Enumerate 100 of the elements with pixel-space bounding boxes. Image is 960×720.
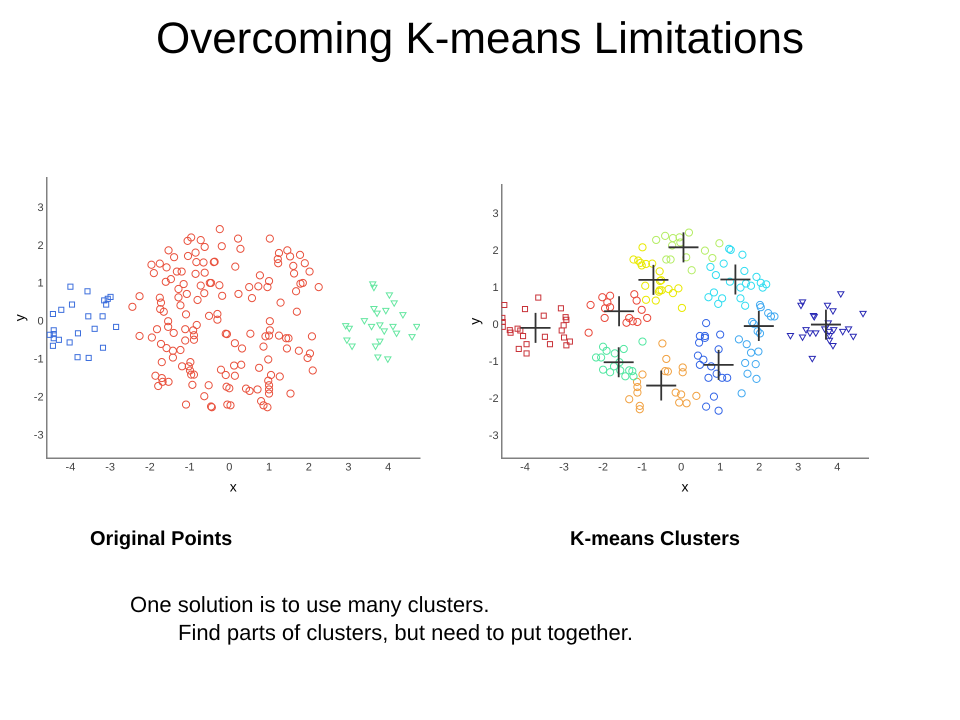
point xyxy=(668,241,676,250)
point xyxy=(666,255,675,264)
point xyxy=(736,294,745,302)
point xyxy=(652,296,660,305)
point xyxy=(648,259,656,268)
point xyxy=(692,392,700,400)
point xyxy=(74,354,81,360)
point xyxy=(808,356,816,362)
point xyxy=(682,399,691,408)
point xyxy=(374,354,382,361)
point xyxy=(546,341,554,348)
x-tick-label: 1 xyxy=(717,462,724,474)
point xyxy=(558,327,565,334)
point xyxy=(741,302,750,310)
point xyxy=(560,322,567,328)
point xyxy=(797,302,805,310)
point xyxy=(586,300,595,310)
point xyxy=(824,320,832,327)
point xyxy=(798,334,806,341)
y-tick-label: -1 xyxy=(488,356,499,368)
point xyxy=(702,402,710,411)
point xyxy=(837,291,844,298)
point xyxy=(756,329,764,338)
point xyxy=(638,306,646,314)
y-tick-label: 2 xyxy=(492,245,499,258)
point xyxy=(502,302,508,308)
point xyxy=(370,306,378,312)
point xyxy=(638,261,646,270)
point xyxy=(399,312,407,318)
point xyxy=(621,372,630,380)
point xyxy=(370,284,378,292)
point xyxy=(85,313,92,320)
point xyxy=(610,362,618,370)
point xyxy=(625,366,634,375)
point xyxy=(625,314,634,322)
x-tick-label: -4 xyxy=(66,462,76,474)
point xyxy=(756,303,765,312)
point xyxy=(688,266,696,274)
point xyxy=(702,319,710,328)
point xyxy=(642,296,650,304)
point xyxy=(704,374,713,382)
point xyxy=(704,350,734,380)
point xyxy=(696,332,704,340)
x-tick-label: 2 xyxy=(756,462,762,474)
y-axis-title: y xyxy=(11,314,28,322)
point xyxy=(658,286,666,294)
y-tick-label: -1 xyxy=(34,354,44,366)
point xyxy=(723,374,732,382)
point xyxy=(824,302,832,310)
point xyxy=(50,327,57,334)
point xyxy=(630,290,638,298)
point xyxy=(348,344,356,350)
point xyxy=(636,405,644,414)
point xyxy=(392,330,400,338)
point xyxy=(712,270,720,280)
point xyxy=(86,354,92,362)
point xyxy=(633,382,642,392)
point xyxy=(600,304,610,312)
point xyxy=(770,312,779,321)
point xyxy=(826,332,834,340)
point xyxy=(710,288,718,297)
point xyxy=(66,339,73,346)
point xyxy=(384,356,392,363)
point xyxy=(629,255,638,264)
point xyxy=(738,250,747,259)
point xyxy=(636,258,645,267)
point xyxy=(740,266,748,276)
point xyxy=(706,262,715,272)
point xyxy=(516,346,522,352)
point xyxy=(812,330,820,337)
point xyxy=(716,330,724,339)
point xyxy=(592,353,600,362)
point xyxy=(743,370,752,378)
y-tick-label: -2 xyxy=(34,391,44,404)
point xyxy=(517,327,524,334)
point xyxy=(678,368,687,376)
point xyxy=(558,305,564,312)
point xyxy=(566,338,573,345)
point xyxy=(700,334,710,342)
point xyxy=(806,330,814,337)
x-tick-label: 0 xyxy=(678,462,684,474)
point xyxy=(368,324,376,330)
point xyxy=(603,298,612,306)
point xyxy=(694,338,704,347)
point xyxy=(643,314,652,322)
point xyxy=(786,332,794,340)
x-tick-label: 3 xyxy=(795,462,802,474)
point xyxy=(850,334,857,340)
point xyxy=(764,309,772,318)
point xyxy=(748,318,756,326)
point xyxy=(715,239,724,248)
x-tick-label: -3 xyxy=(559,462,569,474)
point xyxy=(56,336,62,343)
point xyxy=(633,318,642,326)
point xyxy=(506,327,513,334)
text: Overcoming K-means Limitations xyxy=(154,14,805,64)
point xyxy=(342,323,350,330)
point xyxy=(718,374,726,382)
point xyxy=(700,246,710,255)
point xyxy=(100,313,106,320)
